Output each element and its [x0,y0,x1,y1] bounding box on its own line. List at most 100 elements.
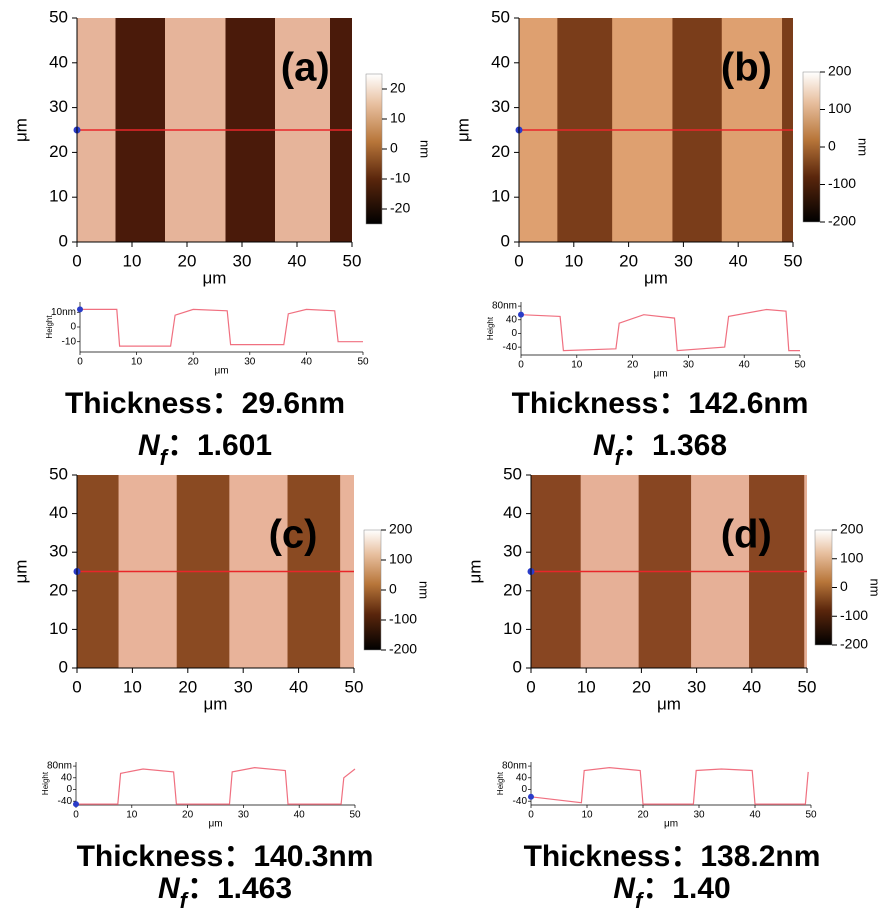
refractive-index: Nf：1.463 [158,872,292,913]
profile-y-tick-label: 0 [521,784,527,795]
x-tick-label: 30 [234,677,253,696]
profile-x-tick-label: 40 [294,810,306,821]
x-tick-label: 40 [289,677,308,696]
colorbar-tick-label: 200 [840,521,864,537]
y-tick-label: 20 [503,580,522,599]
x-tick-label: 40 [288,251,307,270]
profile-y-tick-label: 10nm [51,307,76,318]
profile-y-tick-label: -10 [62,336,77,347]
colorbar-tick-label: 0 [840,578,848,594]
refractive-index: Nf：1.40 [613,872,730,913]
profile-x-label: μm [664,819,678,830]
colorbar [366,74,382,224]
y-tick-label: 0 [513,657,522,676]
nf-value: ：1.368 [622,429,727,462]
profile-x-tick-label: 20 [188,357,200,368]
y-tick-label: 50 [49,464,68,483]
profile-x-tick-label: 30 [693,810,705,821]
y-axis-label: μm [11,118,30,142]
colorbar-tick-label: -20 [390,200,410,216]
x-tick-label: 10 [564,251,583,270]
x-tick-label: 40 [742,677,761,696]
x-tick-label: 30 [233,251,252,270]
profile-x-label: μm [653,369,667,380]
colorbar [815,530,832,645]
x-tick-label: 10 [577,677,596,696]
y-tick-label: 10 [49,619,68,638]
profile-x-tick-label: 40 [749,810,761,821]
y-tick-label: 40 [503,503,522,522]
profile-y-tick-label: 0 [511,328,517,339]
refractive-index: Nf：1.601 [138,429,272,470]
profile-y-tick-label: 40 [506,314,518,325]
x-tick-label: 50 [343,251,362,270]
y-tick-label: 10 [49,187,68,206]
profile-y-label: Height [41,771,50,795]
x-tick-label: 20 [178,677,197,696]
profile-x-tick-label: 50 [357,357,369,368]
colorbar-tick-label: 0 [390,140,398,156]
colorbar-unit: nm [868,578,883,596]
x-tick-label: 10 [123,251,142,270]
x-tick-label: 20 [632,677,651,696]
profile-line [80,309,363,346]
y-tick-label: 20 [491,142,510,161]
x-tick-label: 50 [345,677,364,696]
x-tick-label: 30 [674,251,693,270]
profile-y-tick-label: -40 [503,342,518,353]
profile-y-label: Height [45,315,54,339]
y-tick-label: 40 [491,52,510,71]
nf-symbol: N [138,429,161,462]
profile-y-tick-label: 80nm [492,301,517,312]
profile-x-tick-label: 10 [126,810,138,821]
nf-symbol: N [158,872,181,905]
profile-x-tick-label: 40 [739,360,751,371]
colorbar-tick-label: -10 [390,170,410,186]
profile-start [77,306,83,312]
y-axis-label: μm [465,560,484,584]
y-tick-label: 0 [59,657,68,676]
thickness: Thickness：142.6nm [512,387,809,420]
profile-y-tick-label: 0 [70,322,76,333]
x-axis-label: μm [204,694,228,713]
profile-x-tick-label: 30 [238,810,250,821]
x-axis-label: μm [203,268,227,287]
profile-x-label: μm [214,366,228,377]
x-tick-label: 10 [123,677,142,696]
x-tick-label: 0 [514,251,523,270]
colorbar [803,72,820,222]
colorbar-tick-label: -100 [389,611,417,627]
x-tick-label: 20 [619,251,638,270]
profile-y-tick-label: 80nm [47,761,72,772]
profile-y-tick-label: -40 [58,796,73,807]
profile-line [76,768,355,805]
profile-x-tick-label: 30 [244,357,256,368]
x-tick-label: 50 [798,677,817,696]
colorbar-tick-label: -100 [840,607,868,623]
profile-x-tick-label: 50 [805,810,817,821]
profile-y-label: Height [496,771,505,795]
colorbar-tick-label: 0 [389,581,397,597]
profile-y-label: Height [486,316,495,340]
profile-x-tick-label: 50 [349,810,361,821]
panel-label: (b) [721,46,772,90]
thickness: Thickness：140.3nm [77,840,374,873]
profile-x-label: μm [208,819,222,830]
colorbar-tick-label: 10 [390,110,406,126]
x-tick-label: 0 [72,251,81,270]
x-tick-label: 20 [178,251,197,270]
colorbar [364,530,381,650]
profile-x-tick-label: 0 [518,360,524,371]
profile-x-tick-label: 20 [637,810,649,821]
profile-line [531,768,808,805]
profile-x-tick-label: 20 [182,810,194,821]
figure: 0 10 20 30 40 50 0 10 20 30 40 50 μm μm (a) 20 10 0 -10 -20… [0,0,889,920]
nf-value: ：1.601 [167,429,272,462]
y-tick-label: 30 [49,542,68,561]
y-axis-label: μm [453,118,472,142]
colorbar-tick-label: 200 [389,521,413,537]
panel-label: (a) [281,46,330,90]
profile-y-tick-label: 80nm [502,761,527,772]
y-tick-label: 30 [49,97,68,116]
colorbar-tick-label: -200 [828,213,856,229]
